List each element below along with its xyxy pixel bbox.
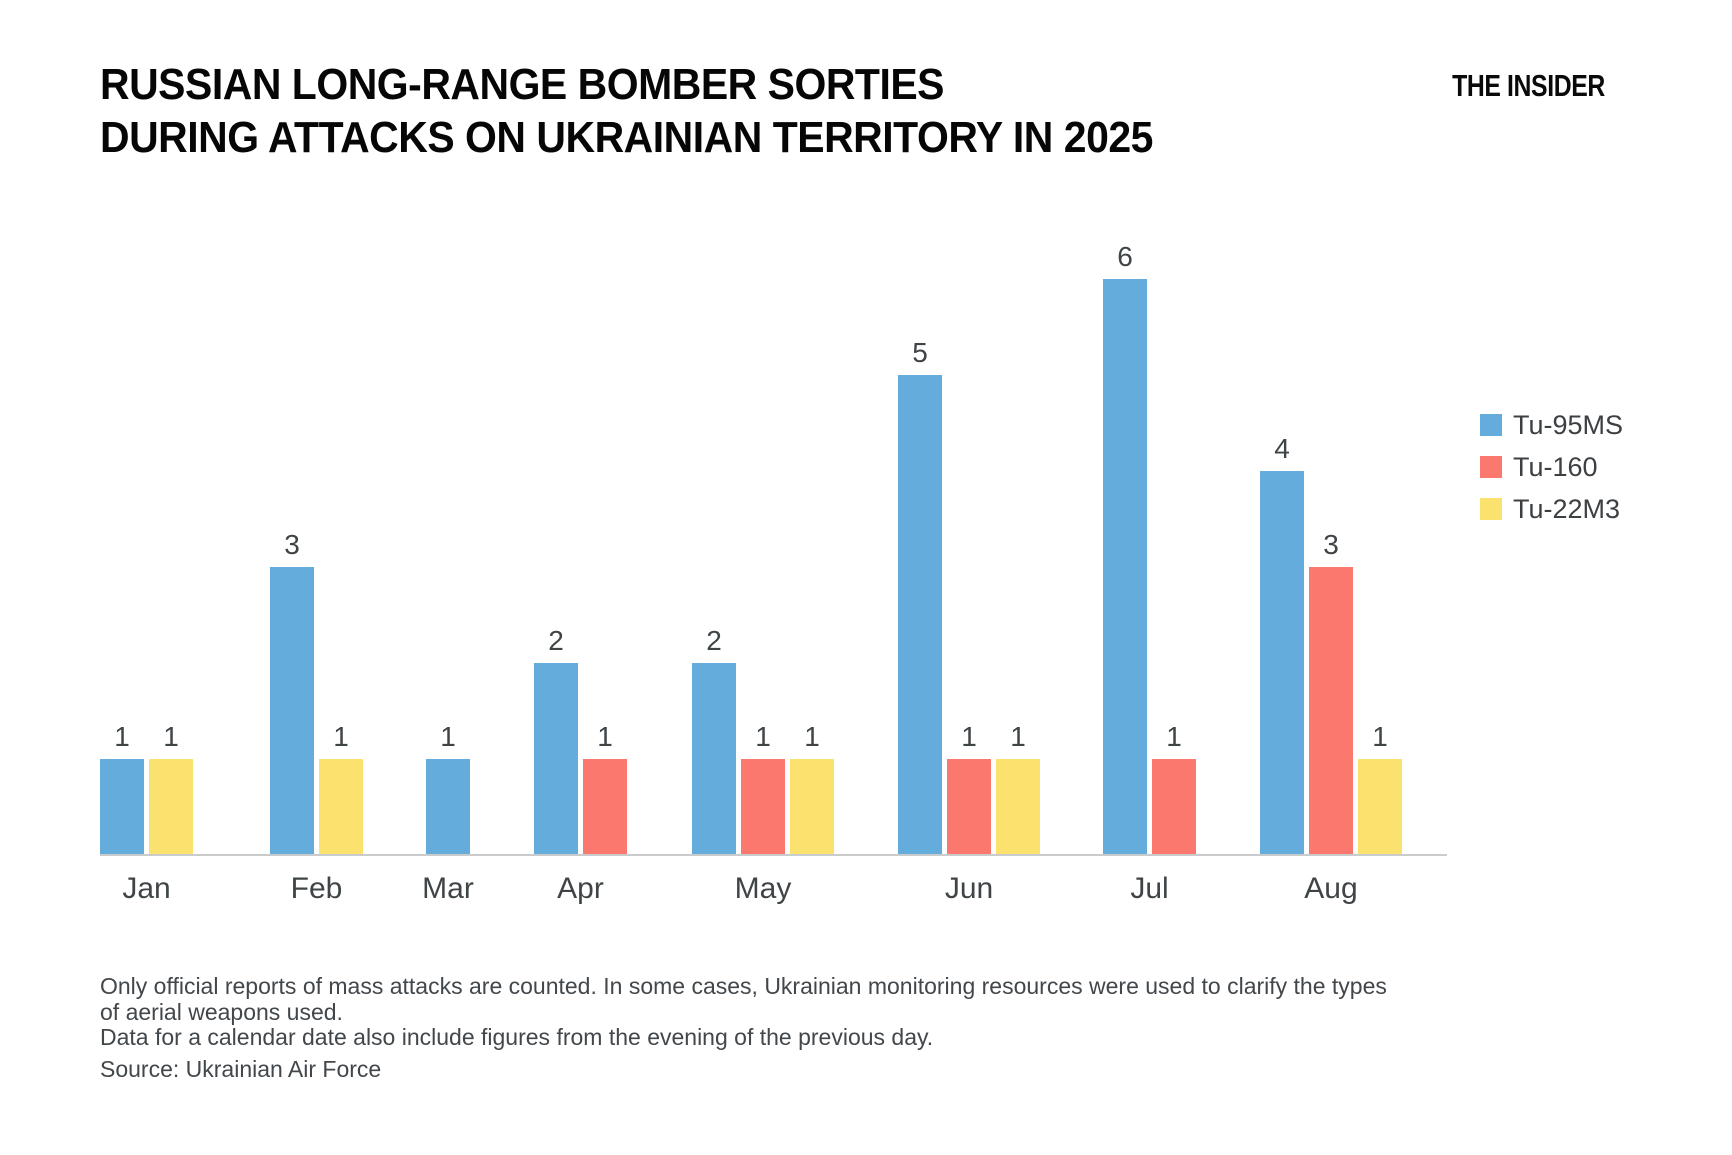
bar-jun-tu-95ms xyxy=(898,375,942,855)
footnote-line-1: Only official reports of mass attacks ar… xyxy=(100,973,1387,999)
bar-apr-tu-160 xyxy=(583,759,627,855)
bar-value-apr-tu-95ms: 2 xyxy=(548,625,564,656)
footnote-line-2: of aerial weapons used. xyxy=(100,998,343,1025)
bar-value-jan-tu-22m3: 1 xyxy=(163,721,179,752)
bar-aug-tu-95ms xyxy=(1260,471,1304,855)
legend-item-tu-160: Tu-160 xyxy=(1480,451,1623,482)
bar-value-jul-tu-95ms: 6 xyxy=(1117,241,1133,272)
bar-value-feb-tu-22m3: 1 xyxy=(333,721,349,752)
bar-aug-tu-160 xyxy=(1309,567,1353,855)
bar-feb-tu-95ms xyxy=(270,567,314,855)
title-line-2: DURING ATTACKS ON UKRAINIAN TERRITORY IN… xyxy=(100,113,1153,162)
bar-value-may-tu-22m3: 1 xyxy=(804,721,820,752)
bar-jun-tu-22m3 xyxy=(996,759,1040,855)
legend: Tu-95MS Tu-160 Tu-22M3 xyxy=(1480,409,1624,540)
bar-value-apr-tu-160: 1 xyxy=(597,721,613,752)
legend-label-tu-95ms: Tu-95MS xyxy=(1513,409,1624,440)
bar-value-aug-tu-22m3: 1 xyxy=(1372,721,1388,752)
legend-label-tu-160: Tu-160 xyxy=(1513,451,1598,482)
bar-may-tu-22m3 xyxy=(790,759,834,855)
x-axis-label-apr: Apr xyxy=(557,872,604,905)
bar-jan-tu-95ms xyxy=(100,759,144,855)
x-axis-label-may: May xyxy=(734,872,792,905)
title-line-1: RUSSIAN LONG-RANGE BOMBER SORTIES xyxy=(100,60,945,109)
bar-jul-tu-160 xyxy=(1152,759,1196,855)
x-axis-label-mar: Mar xyxy=(422,872,474,905)
bar-mar-tu-95ms xyxy=(426,759,470,855)
legend-swatch-tu-22m3 xyxy=(1480,498,1502,520)
bar-value-feb-tu-95ms: 3 xyxy=(284,529,300,560)
bar-may-tu-160 xyxy=(741,759,785,855)
footnotes: Only official reports of mass attacks ar… xyxy=(100,973,1480,1051)
bar-value-aug-tu-160: 3 xyxy=(1323,529,1339,560)
bar-value-jun-tu-160: 1 xyxy=(961,721,977,752)
bar-value-may-tu-95ms: 2 xyxy=(706,625,722,656)
bar-jul-tu-95ms xyxy=(1103,279,1147,855)
legend-label-tu-22m3: Tu-22M3 xyxy=(1513,493,1621,524)
bar-value-mar-tu-95ms: 1 xyxy=(440,721,456,752)
bar-value-jun-tu-95ms: 5 xyxy=(912,337,928,368)
x-axis-line xyxy=(100,854,1447,856)
bar-jan-tu-22m3 xyxy=(149,759,193,855)
legend-swatch-tu-160 xyxy=(1480,456,1502,478)
legend-item-tu-22m3: Tu-22M3 xyxy=(1480,493,1623,524)
bar-apr-tu-95ms xyxy=(534,663,578,855)
bar-jun-tu-160 xyxy=(947,759,991,855)
legend-item-tu-95ms: Tu-95MS xyxy=(1480,409,1624,440)
x-axis-label-jul: Jul xyxy=(1130,872,1169,905)
x-axis-label-feb: Feb xyxy=(290,872,343,905)
bar-value-jun-tu-22m3: 1 xyxy=(1010,721,1026,752)
page-title: RUSSIAN LONG-RANGE BOMBER SORTIES DURING… xyxy=(100,58,1153,164)
source-line: Source: Ukrainian Air Force xyxy=(100,1056,382,1082)
brand-logo: THE INSIDER xyxy=(1452,68,1605,103)
x-axis-label-aug: Aug xyxy=(1304,872,1358,905)
x-axis-label-jan: Jan xyxy=(122,872,171,905)
bar-feb-tu-22m3 xyxy=(319,759,363,855)
bar-value-aug-tu-95ms: 4 xyxy=(1274,433,1290,464)
footnote-line-3: Data for a calendar date also include fi… xyxy=(100,1024,934,1050)
bar-value-may-tu-160: 1 xyxy=(755,721,771,752)
bar-may-tu-95ms xyxy=(692,663,736,855)
bar-value-jan-tu-95ms: 1 xyxy=(114,721,130,752)
bar-aug-tu-22m3 xyxy=(1358,759,1402,855)
bar-value-jul-tu-160: 1 xyxy=(1166,721,1182,752)
x-axis-label-jun: Jun xyxy=(944,872,994,905)
legend-swatch-tu-95ms xyxy=(1480,414,1502,436)
